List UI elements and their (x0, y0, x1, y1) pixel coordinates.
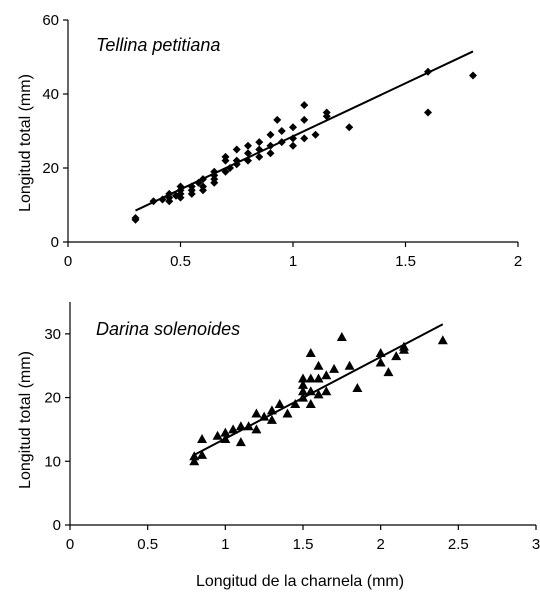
data-point (336, 332, 347, 342)
data-point (300, 115, 309, 124)
data-point (345, 123, 354, 132)
data-point (251, 424, 262, 434)
x-axis-title: Longitud de la charnela (mm) (196, 573, 404, 590)
panel-tellina: Tellina petitiana Longitud total (mm) 0 2… (17, 12, 522, 270)
data-point (344, 360, 355, 370)
data-point (469, 71, 477, 80)
y-tick-label: 40 (42, 86, 59, 103)
y-tick-label: 10 (44, 453, 61, 470)
y-axis: 0 20 40 60 (42, 12, 69, 251)
data-point (197, 449, 208, 459)
data-point (274, 398, 285, 408)
y-tick-label: 20 (42, 160, 59, 177)
data-point (321, 370, 332, 380)
panel-title: Tellina petitiana (96, 35, 220, 55)
data-point (277, 127, 286, 135)
data-point (375, 357, 386, 367)
data-point (255, 152, 264, 161)
data-point (321, 386, 332, 396)
data-point (290, 398, 301, 408)
y-tick-label: 20 (44, 390, 61, 407)
data-points (189, 323, 448, 466)
data-point (189, 451, 200, 461)
data-point (398, 341, 409, 351)
y-axis: 0 10 20 30 (44, 302, 71, 534)
x-tick-label: 1.5 (293, 536, 314, 553)
data-point (305, 398, 316, 408)
data-point (232, 145, 241, 154)
trend-line (193, 323, 444, 456)
y-tick-label: 0 (51, 234, 59, 251)
data-point (273, 115, 282, 124)
data-point (244, 149, 252, 158)
x-tick-label: 1 (221, 536, 229, 553)
x-axis: 0 0.5 1 1.5 2 (64, 241, 522, 270)
data-point (424, 108, 432, 117)
data-point (289, 123, 297, 132)
data-point (322, 108, 331, 117)
data-point (131, 213, 140, 222)
data-point (266, 414, 277, 424)
data-point (228, 424, 239, 434)
data-point (305, 373, 316, 383)
data-point (298, 386, 308, 396)
x-axis: 0 0.5 1 1.5 2 2.5 3 (66, 524, 540, 553)
y-axis-title: Longitud total (mm) (17, 351, 34, 489)
data-point (437, 335, 448, 345)
panel-title: Darina solenoides (96, 319, 240, 339)
x-tick-label: 2 (514, 253, 522, 270)
data-point (298, 373, 308, 383)
x-tick-label: 1 (289, 253, 297, 270)
x-tick-label: 0 (66, 536, 74, 553)
data-point (329, 363, 340, 373)
x-tick-label: 0 (64, 253, 72, 270)
data-point (212, 430, 223, 440)
data-point (235, 437, 246, 447)
data-point (383, 367, 394, 377)
x-tick-label: 3 (532, 536, 540, 553)
data-point (300, 134, 309, 143)
data-point (251, 408, 262, 418)
x-tick-label: 0.5 (137, 536, 158, 553)
data-point (311, 130, 320, 139)
y-tick-label: 0 (53, 517, 61, 534)
data-point (221, 152, 230, 161)
data-point (313, 373, 324, 383)
data-point (197, 433, 208, 443)
data-point (352, 383, 363, 393)
trend-line (135, 50, 474, 212)
data-point (282, 408, 293, 418)
y-tick-label: 30 (44, 326, 61, 343)
data-point (298, 379, 308, 389)
data-point (313, 389, 324, 399)
x-tick-label: 2.5 (448, 536, 469, 553)
data-point (305, 347, 316, 357)
x-tick-label: 1.5 (395, 253, 416, 270)
y-axis-title: Longitud total (mm) (17, 74, 34, 212)
data-point (313, 360, 324, 370)
data-point (255, 138, 264, 147)
data-point (244, 141, 252, 150)
data-point (220, 427, 231, 437)
y-tick-label: 60 (42, 12, 59, 29)
data-points (131, 50, 477, 224)
data-point (189, 456, 200, 466)
x-tick-label: 0.5 (170, 253, 191, 270)
data-point (266, 149, 275, 158)
data-point (289, 141, 297, 150)
x-tick-label: 2 (376, 536, 384, 553)
data-point (300, 101, 309, 110)
panel-darina: Darina solenoides Longitud total (mm) 0 1… (17, 302, 540, 590)
data-point (266, 130, 275, 139)
data-point (199, 182, 207, 191)
data-point (391, 351, 402, 361)
